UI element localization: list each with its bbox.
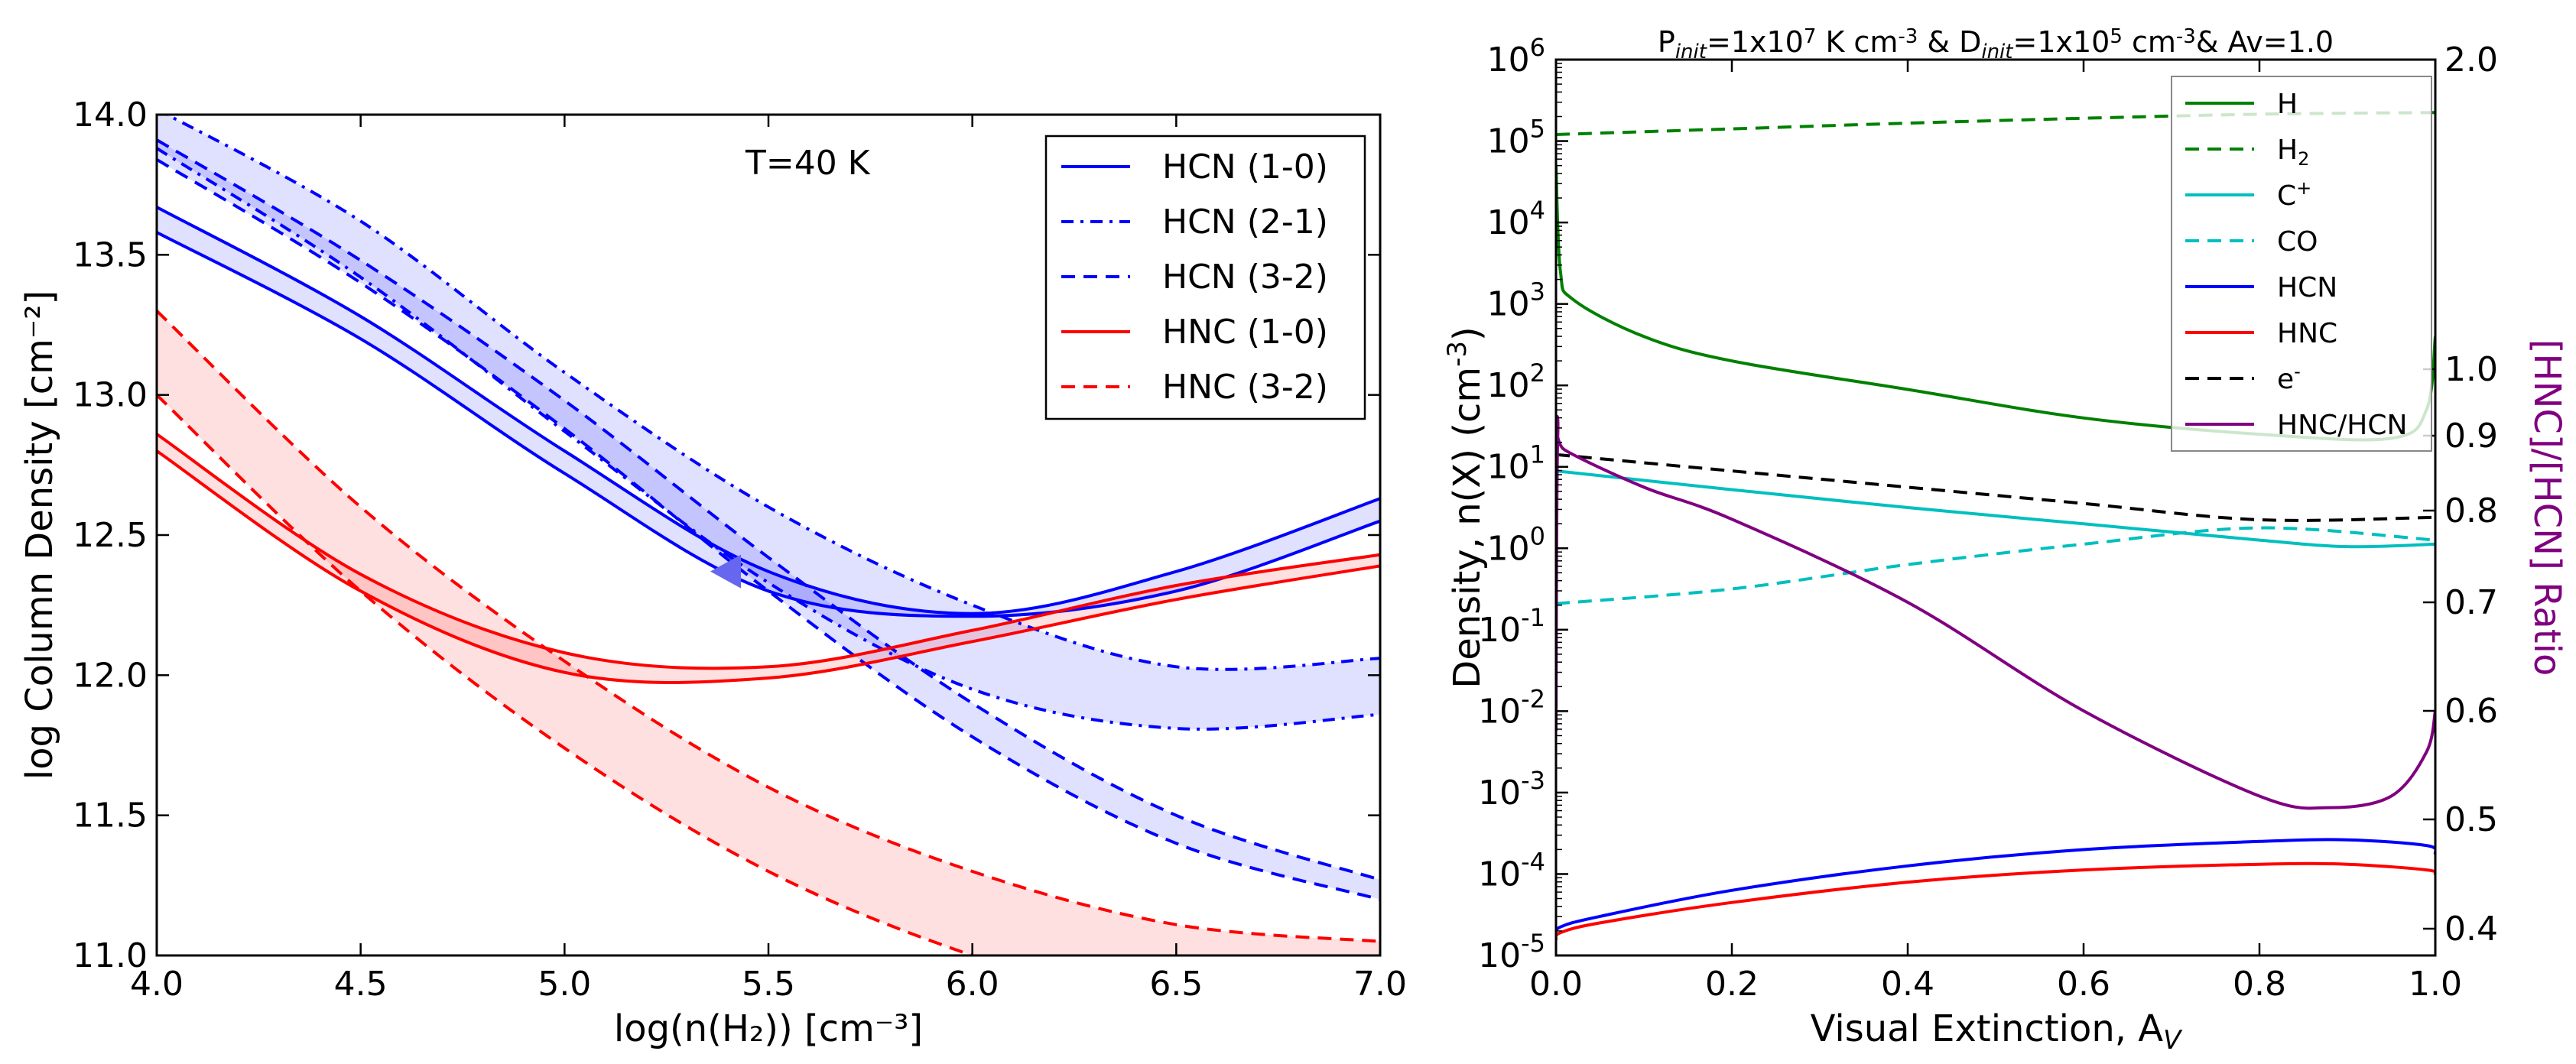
right-y-tick-label: 10-3 — [1478, 766, 1545, 813]
right-y2-tick-label: 0.7 — [2444, 583, 2498, 622]
right-x-axis-label: Visual Extinction, AV — [1811, 1007, 2184, 1056]
right-y-tick-label: 105 — [1487, 115, 1545, 161]
right-x-tick-label: 0.8 — [2233, 965, 2286, 1004]
right-y2-tick-label: 0.4 — [2444, 910, 2498, 949]
right-y2-tick-label: 0.6 — [2444, 692, 2498, 731]
right-legend: H H2 C+ CO HCN HNC e- HNC/HCN — [2171, 76, 2432, 452]
left-legend-label: HCN (3-2) — [1162, 258, 1328, 297]
right-y-tick-label: 100 — [1487, 521, 1545, 568]
left-y-tick-label: 14.0 — [73, 96, 148, 135]
right-legend-label: CO — [2277, 226, 2318, 258]
right-y-tick-label: 106 — [1487, 33, 1545, 79]
line-hcn-3-2--upper — [157, 138, 1380, 881]
right-y-axis-label: Density, n(X) (cm-3) — [1442, 326, 1489, 689]
left-y-tick-label: 13.5 — [73, 235, 148, 274]
left-legend-label: HCN (1-0) — [1162, 148, 1328, 187]
right-legend-label: HCN — [2277, 272, 2337, 303]
right-y2-tick-label: 0.9 — [2444, 417, 2498, 456]
right-y-tick-label: 10-5 — [1478, 929, 1545, 975]
right-y-tick-label: 103 — [1487, 277, 1545, 324]
left-y-tick-label: 13.0 — [73, 376, 148, 415]
line-e- — [1556, 453, 2435, 522]
right-y-tick-label: 10-4 — [1478, 847, 1545, 894]
line-hcn-3-2--lower — [157, 157, 1380, 901]
left-chart: 4.0 4.5 5.0 5.5 6.0 6.5 7.0 11.0 11.5 12.0 12.5 13.… — [18, 96, 1407, 1050]
line-c- — [1556, 469, 2435, 549]
band-hcn-2-1- — [157, 115, 1380, 729]
left-y-tick-label: 12.5 — [73, 516, 148, 555]
line-hcn — [1556, 838, 2435, 936]
right-x-tick-label: 0.6 — [2057, 965, 2110, 1004]
line-hnc-hcn — [1556, 414, 2435, 810]
left-x-tick-label: 6.5 — [1149, 965, 1203, 1004]
right-y-tick-label: 10-2 — [1478, 684, 1545, 731]
right-legend-label: HNC/HCN — [2277, 410, 2407, 441]
band-hnc-3-2- — [157, 310, 1380, 955]
right-y-tick-label: 10-1 — [1478, 603, 1545, 650]
right-axis-ticks: 0.0 0.2 0.4 0.6 0.8 1.0 10-5 10-4 10-3 10-2 10-1 10… — [1478, 33, 2498, 1004]
left-legend-label: HNC (3-2) — [1162, 368, 1328, 407]
right-x-tick-label: 0.4 — [1881, 965, 1934, 1004]
right-y2-tick-label: 2.0 — [2444, 41, 2498, 79]
left-y-axis-label: log Column Density [cm⁻²] — [18, 290, 61, 780]
left-y-tick-label: 11.0 — [73, 936, 148, 975]
left-legend-label: HNC (1-0) — [1162, 313, 1328, 352]
right-legend-label: H — [2277, 89, 2298, 120]
left-annotation: T=40 K — [745, 144, 871, 183]
right-legend-label: C+ — [2277, 177, 2311, 212]
right-y2-axis-label: [HNC]/[HCN] Ratio — [2526, 339, 2568, 676]
right-y-tick-label: 104 — [1487, 196, 1545, 242]
left-x-tick-label: 7.0 — [1353, 965, 1407, 1004]
right-legend-box — [2171, 76, 2432, 452]
right-x-tick-label: 0.0 — [1529, 965, 1583, 1004]
right-chart-title: Pinit=1x107 K cm-3 & Dinit=1x105 cm-3& A… — [1658, 25, 2334, 63]
right-legend-label: e- — [2277, 361, 2301, 395]
line-hnc — [1556, 861, 2435, 940]
left-legend-box — [1044, 135, 1366, 420]
line-hnc-3-2--upper — [157, 310, 1380, 943]
left-lines — [157, 115, 1380, 955]
right-y-tick-label: 101 — [1487, 440, 1545, 487]
left-y-tick-label: 12.0 — [73, 656, 148, 695]
left-x-tick-label: 5.5 — [742, 965, 795, 1004]
left-legend: HCN (1-0) HCN (2-1) HCN (3-2) HNC (1-0) HNC … — [1044, 135, 1366, 420]
left-x-tick-label: 4.5 — [334, 965, 388, 1004]
right-legend-label: H2 — [2277, 135, 2309, 170]
right-y2-tick-label: 0.5 — [2444, 800, 2498, 839]
right-chart: 0.0 0.2 0.4 0.6 0.8 1.0 10-5 10-4 10-3 10-2 10-1 10… — [1442, 25, 2568, 1056]
left-y-tick-label: 11.5 — [73, 796, 148, 835]
left-legend-label: HCN (2-1) — [1162, 203, 1328, 242]
right-y-tick-label: 102 — [1487, 358, 1545, 405]
line-hcn-1-0--upper — [157, 206, 1380, 615]
right-plot-frame — [1554, 58, 2437, 957]
line-hcn-2-1--upper — [164, 115, 1380, 671]
right-legend-label: HNC — [2277, 318, 2337, 349]
line-hcn-1-0--lower — [157, 231, 1380, 618]
right-x-tick-label: 1.0 — [2409, 965, 2462, 1004]
left-axis-ticks: 4.0 4.5 5.0 5.5 6.0 6.5 7.0 11.0 11.5 12.0 12.5 13.… — [73, 96, 1407, 1004]
right-y2-tick-label: 1.0 — [2444, 350, 2498, 389]
left-x-tick-label: 6.0 — [946, 965, 999, 1004]
line-co — [1556, 526, 2435, 605]
left-x-tick-label: 5.0 — [538, 965, 591, 1004]
line-hcn-2-1--lower — [157, 147, 1380, 731]
right-x-tick-label: 0.2 — [1705, 965, 1759, 1004]
line-hnc-3-2--lower — [157, 394, 977, 955]
marker-triangle — [710, 554, 741, 589]
left-x-tick-label: 4.0 — [130, 965, 184, 1004]
left-x-axis-label: log(n(H₂)) [cm⁻³] — [614, 1007, 923, 1050]
line-hnc-1-0--upper — [157, 433, 1380, 670]
right-y2-tick-label: 0.8 — [2444, 491, 2498, 530]
